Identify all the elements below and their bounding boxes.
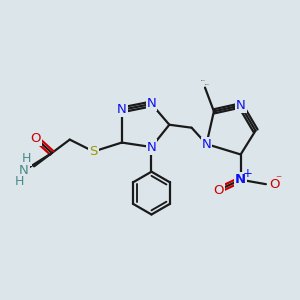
Text: N: N: [117, 103, 127, 116]
Text: H: H: [14, 175, 24, 188]
Text: N: N: [147, 140, 156, 154]
Text: N: N: [236, 99, 245, 112]
Text: N: N: [147, 98, 156, 110]
Text: ⁻: ⁻: [275, 173, 281, 186]
Text: S: S: [89, 145, 98, 158]
Text: methyl: methyl: [205, 84, 210, 85]
Text: H: H: [22, 152, 31, 165]
Text: O: O: [30, 132, 41, 145]
Text: N: N: [19, 164, 28, 177]
Text: +: +: [242, 167, 252, 180]
Text: O: O: [269, 178, 279, 191]
Text: N: N: [202, 138, 211, 151]
Text: N: N: [235, 173, 246, 186]
Text: methyl: methyl: [201, 80, 206, 81]
Text: O: O: [213, 184, 224, 196]
